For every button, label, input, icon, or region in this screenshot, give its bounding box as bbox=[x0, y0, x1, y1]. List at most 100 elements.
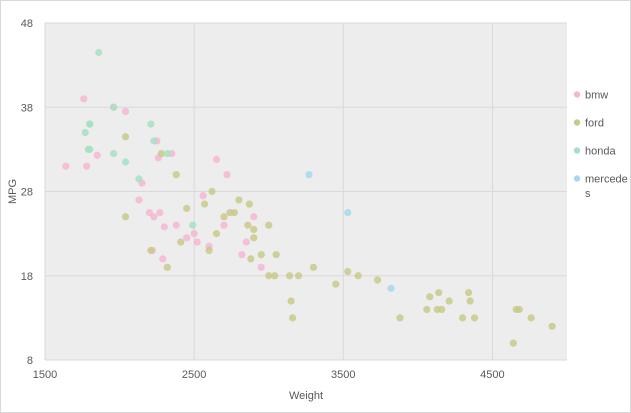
data-point-ford bbox=[208, 187, 216, 196]
legend-marker-ford bbox=[573, 119, 581, 126]
data-point-ford bbox=[459, 314, 467, 322]
data-point-honda bbox=[110, 149, 118, 158]
data-point-ford bbox=[344, 267, 352, 276]
x-tick-label: 2500 bbox=[182, 369, 206, 381]
data-point-ford bbox=[373, 276, 382, 284]
data-point-honda bbox=[86, 145, 94, 153]
data-point-honda bbox=[163, 149, 171, 158]
data-point-mercedes bbox=[305, 171, 313, 179]
legend-label-honda: honda bbox=[585, 146, 616, 158]
data-point-ford bbox=[466, 297, 474, 305]
data-point-ford bbox=[288, 314, 297, 322]
data-point-honda bbox=[150, 137, 158, 145]
data-point-honda bbox=[110, 103, 118, 111]
data-point-bmw bbox=[159, 255, 167, 263]
data-point-ford bbox=[265, 272, 273, 280]
data-point-ford bbox=[235, 196, 243, 204]
legend-marker-mercedes bbox=[573, 175, 581, 182]
axis-ticks: 1500 2500 3500 4500 8 18 28 38 48 bbox=[21, 18, 505, 381]
data-point-ford bbox=[121, 133, 130, 141]
data-point-ford bbox=[396, 314, 404, 322]
data-point-bmw bbox=[83, 162, 91, 170]
data-point-bmw bbox=[193, 238, 201, 246]
legend-label-ford: ford bbox=[585, 118, 604, 130]
data-point-bmw bbox=[121, 107, 130, 116]
y-axis-title: MPG bbox=[7, 179, 19, 204]
x-axis-title: Weight bbox=[289, 390, 323, 402]
data-point-bmw bbox=[212, 155, 221, 164]
y-tick-label: 28 bbox=[21, 187, 33, 199]
data-point-ford bbox=[332, 280, 340, 288]
y-tick-label: 18 bbox=[21, 271, 33, 283]
data-point-honda bbox=[135, 175, 143, 183]
data-point-bmw bbox=[93, 151, 101, 159]
data-point-ford bbox=[527, 314, 535, 322]
y-tick-label: 48 bbox=[21, 18, 33, 30]
x-tick-label: 1500 bbox=[33, 369, 57, 381]
data-point-ford bbox=[205, 246, 213, 255]
data-point-ford bbox=[250, 225, 258, 234]
data-point-ford bbox=[509, 339, 517, 347]
data-point-bmw bbox=[150, 213, 158, 221]
data-point-bmw bbox=[223, 171, 231, 179]
legend-label-mercedes: mercede bbox=[585, 174, 628, 186]
data-point-ford bbox=[247, 255, 255, 263]
data-point-ford bbox=[435, 289, 443, 297]
data-point-ford bbox=[294, 272, 303, 280]
data-point-honda bbox=[147, 120, 155, 128]
data-point-bmw bbox=[199, 192, 207, 200]
data-point-bmw bbox=[257, 263, 265, 271]
x-tick-label: 4500 bbox=[480, 369, 504, 381]
data-point-honda bbox=[86, 120, 94, 128]
data-point-ford bbox=[172, 171, 180, 179]
legend-marker-honda bbox=[573, 147, 581, 154]
legend-marker-bmw bbox=[573, 91, 581, 98]
y-tick-label: 38 bbox=[21, 102, 33, 114]
data-point-ford bbox=[220, 213, 228, 221]
data-point-bmw bbox=[242, 238, 250, 246]
data-point-ford bbox=[147, 246, 155, 255]
data-point-ford bbox=[230, 208, 239, 217]
data-point-honda bbox=[121, 158, 130, 166]
grid-lines bbox=[44, 22, 567, 361]
data-point-bmw bbox=[145, 208, 153, 217]
data-point-ford bbox=[163, 263, 171, 271]
data-point-bmw bbox=[160, 223, 168, 231]
y-tick-label: 8 bbox=[27, 355, 33, 367]
data-point-ford bbox=[200, 200, 209, 208]
data-point-bmw bbox=[80, 95, 88, 103]
data-point-ford bbox=[464, 289, 473, 297]
data-point-ford bbox=[426, 293, 434, 301]
data-point-ford bbox=[244, 221, 252, 229]
data-point-ford bbox=[445, 297, 453, 305]
data-point-honda bbox=[95, 48, 103, 57]
data-points bbox=[62, 48, 556, 347]
data-point-mercedes bbox=[344, 208, 352, 217]
data-point-ford bbox=[285, 272, 294, 280]
data-point-ford bbox=[121, 213, 130, 221]
data-point-ford bbox=[183, 204, 191, 212]
data-point-ford bbox=[423, 305, 431, 314]
data-point-ford bbox=[157, 149, 165, 158]
data-point-bmw bbox=[220, 221, 228, 229]
data-point-ford bbox=[354, 272, 362, 280]
legend-label-mercedes-wrap: s bbox=[585, 188, 591, 200]
data-point-ford bbox=[177, 238, 185, 246]
data-point-bmw bbox=[172, 221, 180, 229]
data-point-ford bbox=[212, 230, 221, 238]
data-point-ford bbox=[287, 297, 295, 305]
data-point-mercedes bbox=[387, 284, 395, 292]
data-point-ford bbox=[245, 200, 253, 208]
data-point-ford bbox=[250, 234, 258, 242]
data-point-bmw bbox=[250, 213, 258, 221]
data-point-bmw bbox=[183, 234, 191, 242]
data-point-honda bbox=[189, 221, 197, 229]
legend: bmw ford honda mercede s bbox=[573, 90, 628, 200]
data-point-ford bbox=[272, 251, 280, 259]
data-point-ford bbox=[470, 314, 479, 322]
data-point-ford bbox=[257, 251, 265, 259]
data-point-bmw bbox=[62, 162, 70, 170]
data-point-honda bbox=[81, 128, 89, 137]
